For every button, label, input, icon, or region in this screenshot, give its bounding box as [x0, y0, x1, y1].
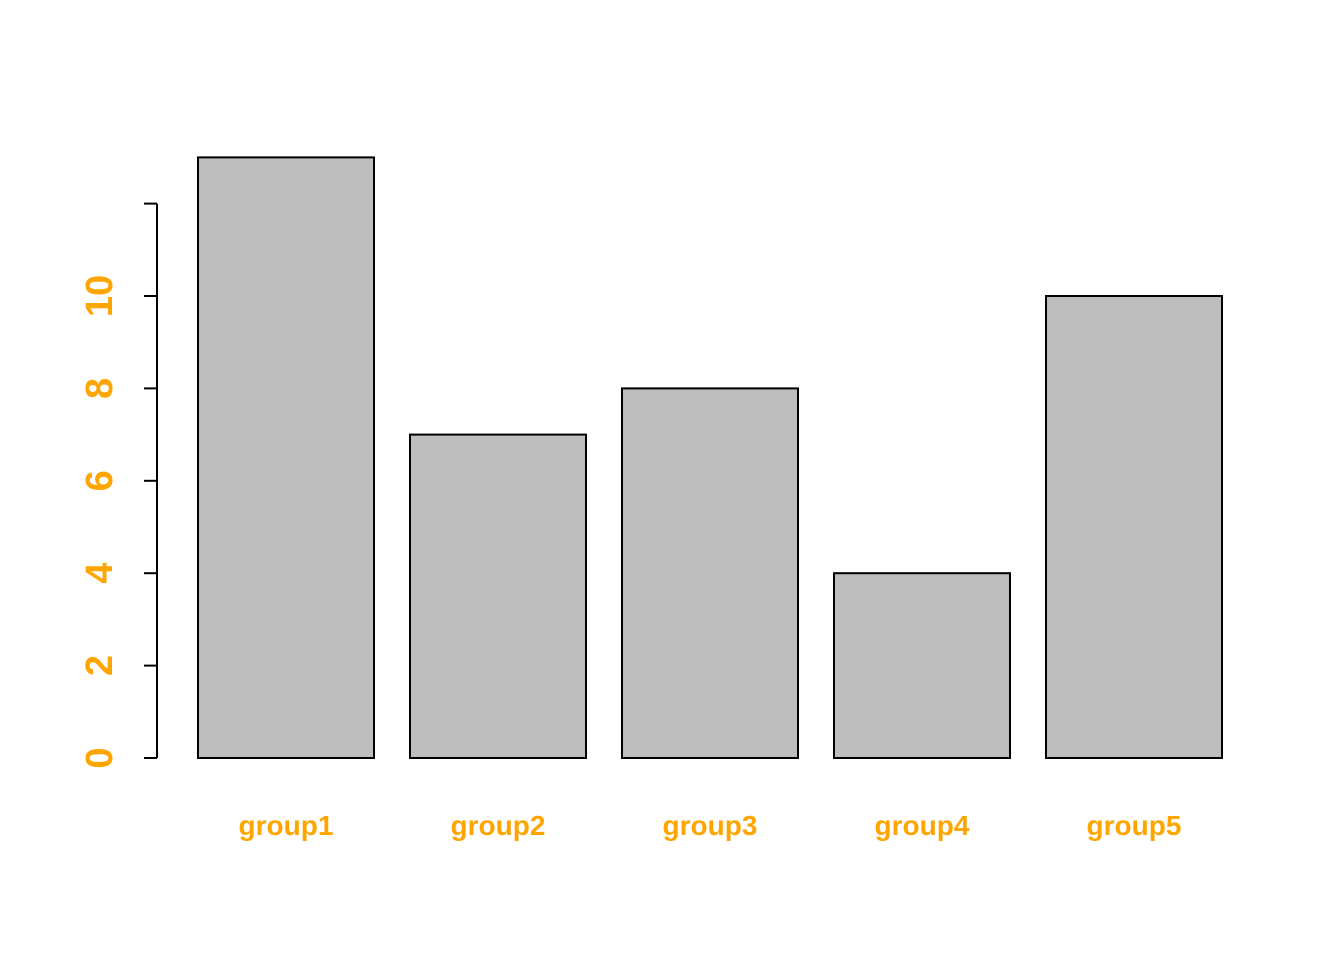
y-tick-label: 4 — [79, 563, 121, 584]
x-category-label: group4 — [875, 810, 970, 841]
y-tick-label: 8 — [79, 378, 121, 399]
x-category-label: group2 — [451, 810, 546, 841]
bar-group5 — [1045, 295, 1223, 759]
bar-group3 — [621, 387, 799, 759]
y-tick-label: 10 — [79, 275, 121, 317]
bars-group — [197, 156, 1223, 760]
bar-group2 — [409, 433, 587, 759]
y-tick-label: 6 — [79, 470, 121, 491]
x-category-label: group5 — [1087, 810, 1182, 841]
y-tick-label: 2 — [79, 655, 121, 676]
y-tick-label: 0 — [79, 747, 121, 768]
x-axis-labels: group1 group2 group3 group4 group5 — [239, 810, 1182, 841]
bar-group1 — [197, 156, 375, 759]
x-category-label: group1 — [239, 810, 334, 841]
x-category-label: group3 — [663, 810, 758, 841]
y-axis: 0 2 4 6 8 10 — [79, 202, 158, 769]
bar-group4 — [833, 572, 1011, 760]
